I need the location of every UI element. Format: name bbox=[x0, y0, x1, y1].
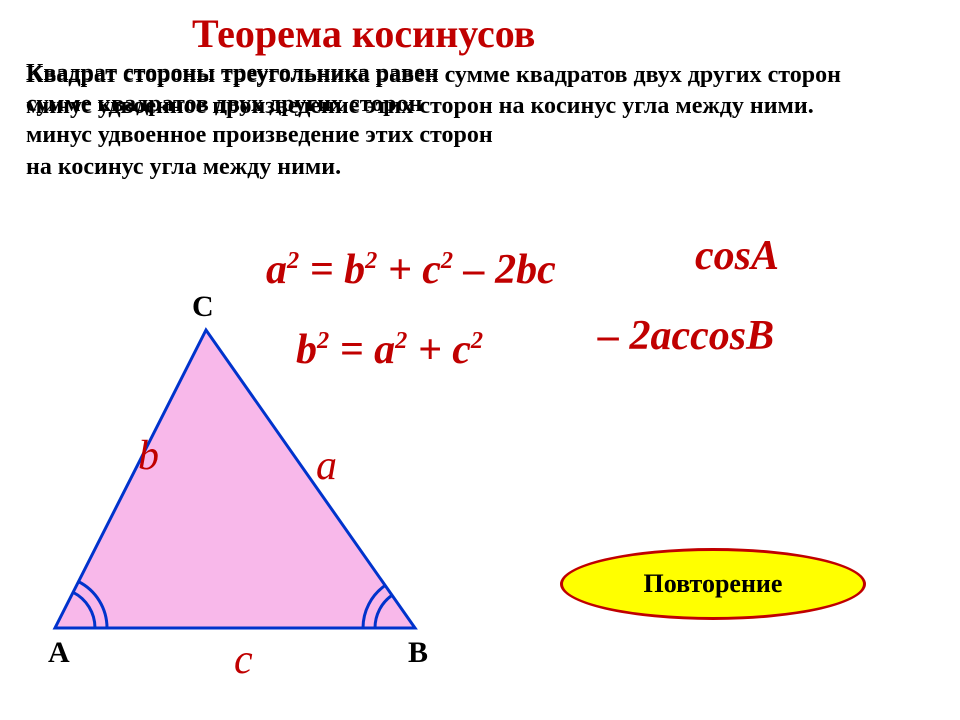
repeat-button-label: Повторение bbox=[644, 569, 783, 599]
vertex-label-b: B bbox=[408, 636, 428, 670]
vertex-label-a: A bbox=[48, 636, 70, 670]
repeat-button[interactable]: Повторение bbox=[560, 548, 866, 620]
angle-arc-a1 bbox=[73, 592, 95, 628]
side-label-c: c bbox=[234, 636, 253, 684]
formula-2-right: – 2accosB bbox=[598, 312, 774, 360]
angle-arc-b1 bbox=[375, 595, 392, 628]
side-label-b: b bbox=[138, 432, 159, 480]
formula-1-right: cosA bbox=[695, 232, 779, 280]
vertex-label-c: C bbox=[192, 290, 214, 324]
triangle-shape bbox=[55, 330, 415, 628]
formula-2-left: b2 = a2 + c2 bbox=[296, 326, 483, 374]
theorem-description-narrow: Квадрат стороны треугольника равен сумме… bbox=[26, 58, 493, 183]
angle-arc-b2 bbox=[363, 585, 385, 628]
page-title: Теорема косинусов bbox=[192, 10, 535, 57]
side-label-a: a bbox=[316, 442, 337, 490]
angle-arc-a2 bbox=[79, 582, 107, 628]
formula-1-left: a2 = b2 + c2 – 2bc bbox=[266, 246, 556, 294]
